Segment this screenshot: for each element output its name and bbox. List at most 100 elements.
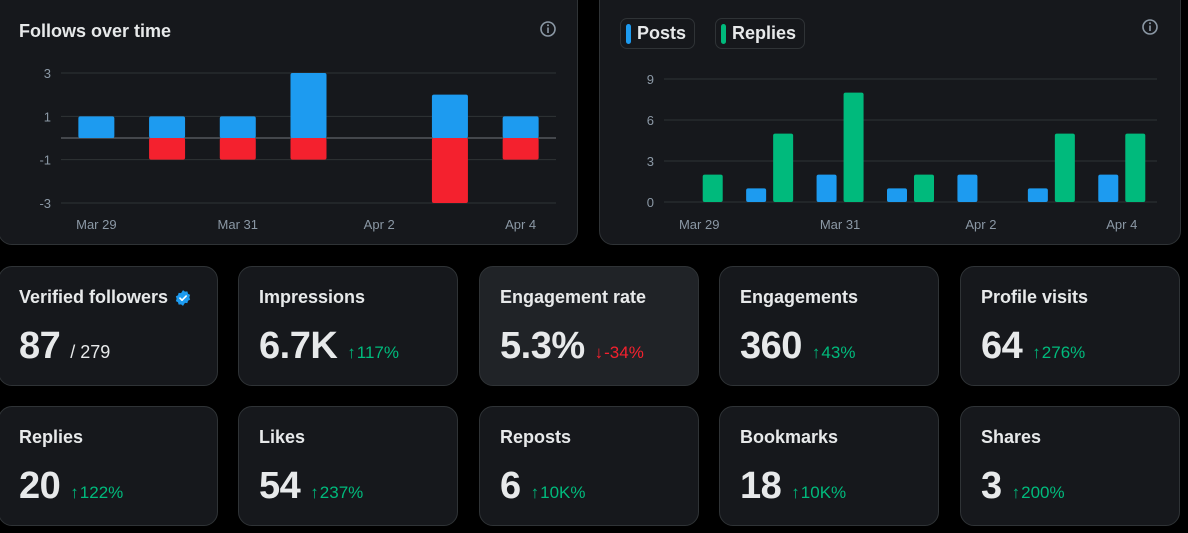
stat-value-row: 20 ↑ 122% — [19, 465, 123, 508]
legend-posts-swatch — [626, 23, 631, 44]
stat-delta-value: -34% — [604, 343, 644, 362]
stat-label: Verified followers — [19, 287, 169, 307]
y-tick-label: -3 — [39, 196, 51, 211]
bar-replies — [1054, 133, 1075, 202]
bar-gain — [431, 94, 468, 138]
bar-gain — [149, 116, 186, 138]
bar-gain — [78, 116, 115, 138]
arrow-up-icon: ↑ — [347, 343, 356, 362]
stat-delta: ↑ 200% — [1012, 483, 1065, 503]
info-icon[interactable] — [1141, 18, 1159, 36]
stat-card-replies[interactable]: Replies 20 ↑ 122% — [0, 406, 218, 526]
bar-loss — [431, 138, 468, 203]
bar-replies — [914, 174, 934, 202]
legend-replies-label: Replies — [732, 23, 797, 43]
bar-replies — [1125, 133, 1146, 202]
bar-replies — [702, 174, 723, 202]
x-tick-label: Mar 29 — [76, 217, 116, 232]
stat-value-row: 6 ↑ 10K% — [500, 465, 586, 508]
bar-gain — [502, 116, 539, 138]
bar-loss — [502, 138, 539, 160]
x-tick-label: Apr 4 — [1106, 217, 1137, 232]
stat-value: 54 — [259, 465, 301, 507]
stat-value-row: 87 / 279 — [19, 325, 110, 368]
stat-value: 3 — [981, 465, 1002, 507]
stat-value: 18 — [740, 465, 782, 507]
stat-label: Engagement rate — [500, 287, 647, 307]
arrow-up-icon: ↑ — [310, 483, 319, 502]
bar-loss — [290, 138, 327, 160]
stat-value: 87 — [19, 325, 61, 367]
arrow-down-icon: ↓ — [594, 343, 604, 362]
arrow-up-icon: ↑ — [791, 483, 800, 502]
stat-value: 6.7K — [259, 325, 338, 367]
stat-delta-value: 10K% — [800, 483, 847, 502]
stat-delta-value: 237% — [319, 483, 364, 502]
y-tick-label: 6 — [647, 113, 654, 128]
stat-card-impressions[interactable]: Impressions 6.7K ↑ 117% — [238, 266, 458, 386]
stat-value: 5.3% — [500, 325, 585, 367]
stat-delta: ↓ -34% — [595, 343, 644, 363]
legend-replies-toggle[interactable]: Replies — [715, 18, 806, 49]
stat-label: Bookmarks — [740, 427, 839, 447]
stat-label: Profile visits — [981, 287, 1089, 307]
stat-value: 360 — [740, 325, 802, 367]
stat-card-bookmarks[interactable]: Bookmarks 18 ↑ 10K% — [719, 406, 939, 526]
stat-value-row: 18 ↑ 10K% — [740, 465, 846, 508]
bar-posts — [816, 174, 837, 202]
info-icon[interactable] — [539, 20, 557, 38]
stat-card-verified-followers[interactable]: Verified followers 87 / 279 — [0, 266, 218, 386]
stat-delta: ↑ 10K% — [531, 483, 586, 503]
stat-value-row: 54 ↑ 237% — [259, 465, 363, 508]
bar-loss — [149, 138, 186, 160]
stat-card-engagement-rate[interactable]: Engagement rate 5.3% ↓ -34% — [479, 266, 699, 386]
stat-delta-value: 122% — [79, 483, 124, 502]
follows-chart-title: Follows over time — [19, 21, 172, 41]
stat-delta: ↑ 43% — [812, 343, 856, 363]
bar-posts — [1027, 188, 1048, 202]
stat-delta-value: 43% — [821, 343, 856, 362]
stat-delta-value: 276% — [1041, 343, 1086, 362]
arrow-up-icon: ↑ — [811, 343, 821, 362]
bar-replies — [773, 133, 794, 202]
stat-value-row: 64 ↑ 276% — [981, 325, 1085, 368]
stat-delta: ↑ 237% — [310, 483, 363, 503]
y-tick-label: 3 — [44, 66, 51, 81]
bar-loss — [219, 138, 256, 160]
stat-delta: ↑ 117% — [347, 343, 399, 363]
y-tick-label: -1 — [39, 153, 51, 168]
x-tick-label: Mar 31 — [820, 217, 860, 232]
stat-value-row: 360 ↑ 43% — [740, 325, 855, 368]
stat-delta: ↑ 276% — [1032, 343, 1085, 363]
y-tick-label: 0 — [647, 195, 654, 210]
stat-value: 6 — [500, 465, 521, 507]
bar-posts — [1098, 174, 1119, 202]
follows-chart-plot: 3 1 -1 -3 Mar 29 Mar 31 Apr 2 Apr 4 — [39, 66, 556, 232]
stat-card-engagements[interactable]: Engagements 360 ↑ 43% — [719, 266, 939, 386]
stat-delta: ↑ 10K% — [791, 483, 846, 503]
stat-value: 64 — [981, 325, 1023, 367]
x-tick-label: Apr 2 — [364, 217, 395, 232]
stat-label: Impressions — [259, 287, 366, 307]
legend-posts-label: Posts — [637, 23, 687, 43]
y-tick-label: 3 — [647, 154, 654, 169]
chart-legend: Posts Replies — [620, 18, 806, 49]
stat-card-shares[interactable]: Shares 3 ↑ 200% — [960, 406, 1180, 526]
x-tick-label: Apr 2 — [965, 217, 996, 232]
stat-card-likes[interactable]: Likes 54 ↑ 237% — [238, 406, 458, 526]
bar-replies — [843, 92, 864, 202]
stat-label: Reposts — [500, 427, 572, 447]
bar-gain — [290, 73, 327, 138]
stat-delta-value: 200% — [1021, 483, 1065, 502]
stat-value-row: 5.3% ↓ -34% — [500, 325, 644, 368]
bar-posts — [746, 188, 767, 202]
bar-posts — [887, 188, 907, 202]
legend-posts-toggle[interactable]: Posts — [620, 18, 696, 49]
stat-card-profile-visits[interactable]: Profile visits 64 ↑ 276% — [960, 266, 1180, 386]
x-tick-label: Apr 4 — [505, 217, 536, 232]
stat-label-row: Verified followers — [19, 287, 192, 308]
stat-total: / 279 — [70, 342, 111, 362]
stat-card-reposts[interactable]: Reposts 6 ↑ 10K% — [479, 406, 699, 526]
stat-value-row: 3 ↑ 200% — [981, 465, 1065, 508]
y-tick-label: 9 — [647, 72, 654, 87]
